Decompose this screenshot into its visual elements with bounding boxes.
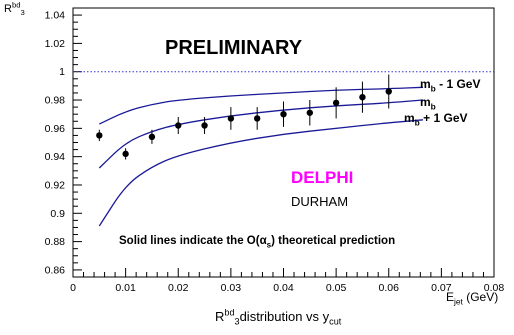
x-tick-label: 0.06 xyxy=(379,282,400,294)
data-point xyxy=(96,132,103,139)
data-point xyxy=(332,99,340,107)
data-point xyxy=(280,110,287,118)
theory-curve-0 xyxy=(99,86,424,125)
y-tick-label: 0.98 xyxy=(45,95,66,107)
x-tick-label: 0.04 xyxy=(273,282,294,294)
theory-curve-2 xyxy=(98,119,424,227)
data-point xyxy=(385,88,392,95)
curve-label-mb-plus: mb + 1 GeV xyxy=(404,111,468,128)
y-tick-label: 1.04 xyxy=(45,10,66,22)
y-tick-label: 1 xyxy=(59,66,65,78)
y-tick-label: 0.88 xyxy=(45,236,66,248)
y-tick-label: 0.9 xyxy=(50,208,65,220)
y-axis-label: Rbd3 xyxy=(4,0,25,18)
theory-curves xyxy=(98,86,424,227)
experiment-label: DELPHI xyxy=(291,168,354,187)
x-tick-label: 0.02 xyxy=(168,282,189,294)
y-tick-label: 1.02 xyxy=(45,38,66,50)
axes: 0.86 0.88 0.9 0.92 0.94 0.96 0.98 1 1.02 1.04 0 0.0… xyxy=(45,7,505,294)
data-point xyxy=(306,109,314,116)
data-point xyxy=(122,150,129,158)
data-point xyxy=(148,133,156,141)
data-point xyxy=(175,122,182,129)
data-points xyxy=(96,74,392,160)
x-tick-label: 0.01 xyxy=(115,282,136,294)
x-tick-label: 0.03 xyxy=(221,282,242,294)
curve-label-mb-minus: mb - 1 GeV xyxy=(420,77,481,94)
data-point xyxy=(227,115,235,122)
y-tick-label: 0.96 xyxy=(45,123,66,135)
x-tick-label: 0.05 xyxy=(326,282,347,294)
x-tick-label: 0 xyxy=(70,282,76,294)
x-tick-label: 0.08 xyxy=(484,282,505,294)
x-axis-label: Ejet (GeV) xyxy=(446,290,499,307)
y-tick-label: 0.94 xyxy=(45,151,66,163)
x-tick-label: 0.07 xyxy=(431,282,452,294)
theory-curve-1 xyxy=(98,99,424,169)
preliminary-label: PRELIMINARY xyxy=(165,37,303,59)
data-point xyxy=(201,122,208,129)
chart-title: Rbd3distribution vs ycut xyxy=(215,307,342,327)
y-tick-label: 0.92 xyxy=(45,179,66,191)
data-point xyxy=(359,93,366,101)
theory-note: Solid lines indicate the O(αs) theoretic… xyxy=(119,235,396,250)
data-point xyxy=(253,115,261,122)
curve-label-mb: mb xyxy=(420,95,436,112)
algorithm-label: DURHAM xyxy=(291,194,349,209)
y-tick-label: 0.86 xyxy=(45,264,66,276)
